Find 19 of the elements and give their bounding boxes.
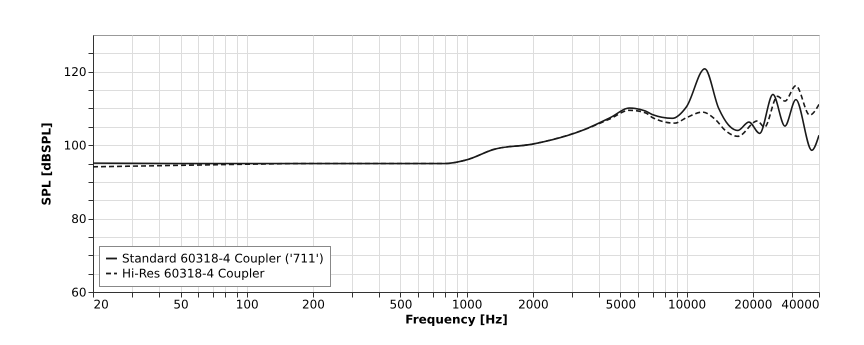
x-tick-label: 50 — [173, 298, 189, 312]
x-tick-label: 20 — [94, 298, 109, 312]
x-tick-label: 5000 — [606, 298, 636, 312]
legend-label: Standard 60318-4 Coupler ('711') — [122, 252, 324, 266]
x-tick-label: 200 — [302, 298, 325, 312]
x-tick-label: 20000 — [734, 298, 772, 312]
x-tick-label: 500 — [390, 298, 412, 312]
x-tick-label: 10000 — [668, 298, 706, 312]
x-tick-label: 2000 — [518, 298, 549, 312]
x-tick-label: 40000 — [781, 298, 820, 312]
x-tick-label: 1000 — [452, 298, 482, 312]
y-tick-label: 100 — [64, 138, 86, 153]
x-axis-title: Frequency [Hz] — [405, 312, 508, 326]
y-tick-label: 80 — [71, 212, 86, 226]
y-tick-label: 120 — [64, 65, 86, 80]
legend-label: Hi-Res 60318-4 Coupler — [122, 266, 265, 280]
y-tick-label: 60 — [71, 286, 86, 300]
y-axis-title: SPL [dBSPL] — [40, 122, 54, 206]
x-tick-label: 100 — [236, 298, 259, 312]
